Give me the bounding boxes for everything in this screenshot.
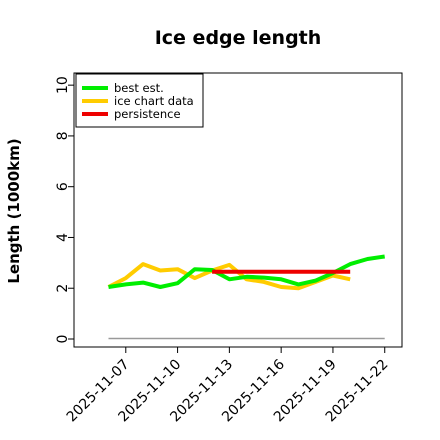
legend-box [75,73,204,128]
y-tick-label: 10 [55,76,71,94]
legend-label-persistence: persistence [114,107,181,121]
legend: best est. ice chart data persistence [75,73,204,128]
x-axis: 2025-11-072025-11-102025-11-132025-11-16… [64,347,392,425]
ice-chart-data-line [107,262,351,291]
y-tick-label: 8 [55,131,71,140]
y-tick-label: 0 [55,335,71,344]
chart-title: Ice edge length [155,27,322,49]
legend-label-ice-chart-data: ice chart data [114,94,194,108]
y-axis-label: Length (1000km) [5,138,23,283]
y-tick-label: 2 [55,284,71,293]
y-axis: 0 2 4 6 8 10 [55,76,74,343]
legend-label-best-est: best est. [114,81,164,95]
plot-frame [73,72,403,348]
y-tick-label: 6 [55,182,71,191]
y-tick-label: 4 [55,233,71,242]
series-layer [107,254,385,340]
